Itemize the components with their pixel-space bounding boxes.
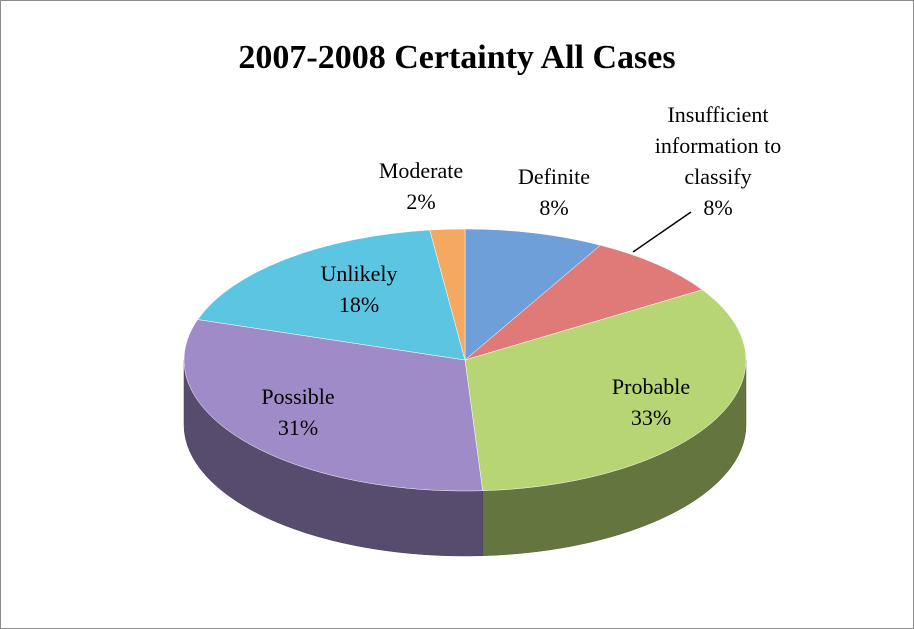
leader-line: [632, 211, 692, 253]
category-label: Insufficient information to classify: [654, 102, 782, 189]
pie-slice: [429, 228, 466, 361]
category-label: Moderate: [378, 158, 464, 183]
value-label: 8%: [539, 195, 569, 220]
pie-slice: [183, 319, 483, 492]
category-label: Probable: [611, 374, 691, 399]
pie-slice: [197, 229, 466, 361]
slice-label: Probable 33%: [571, 371, 731, 433]
pie-slice: [464, 289, 747, 491]
chart-title: 2007-2008 Certainty All Cases: [238, 39, 676, 76]
slice-label: Insufficient information to classify 8%: [633, 99, 803, 223]
slice-label: Possible 31%: [218, 381, 378, 443]
slice-label: Unlikely 18%: [279, 258, 439, 320]
value-label: 33%: [630, 405, 672, 430]
category-label: Possible: [261, 384, 335, 409]
value-label: 8%: [703, 195, 733, 220]
slice-label: Moderate 2%: [351, 155, 491, 217]
pie-slice: [464, 228, 601, 361]
value-label: 31%: [277, 415, 319, 440]
value-label: 2%: [406, 189, 436, 214]
slice-label: Definite 8%: [484, 161, 624, 223]
category-label: Definite: [517, 164, 591, 189]
pie-slice: [464, 244, 703, 361]
category-label: Unlikely: [320, 261, 398, 286]
value-label: 18%: [338, 292, 380, 317]
